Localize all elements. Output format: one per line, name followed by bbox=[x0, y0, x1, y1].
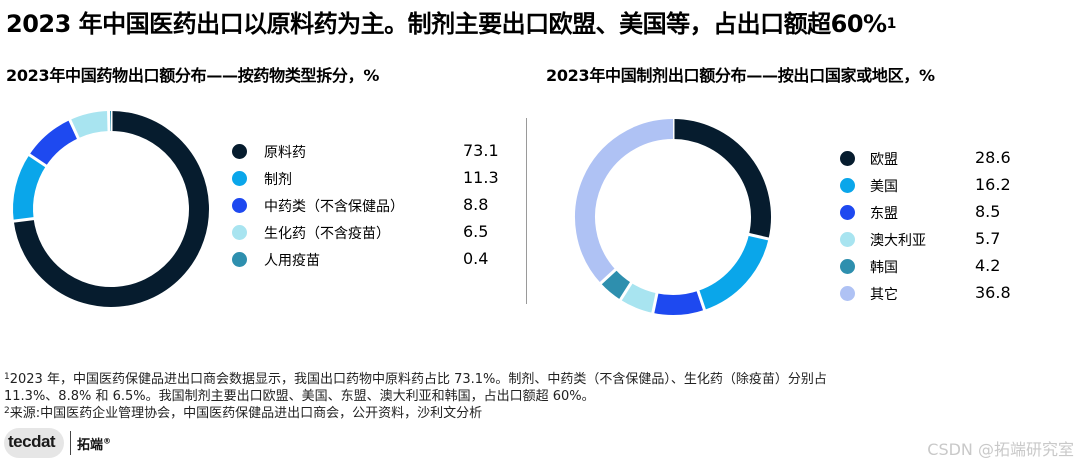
donut-slice-1-2 bbox=[652, 290, 705, 315]
region-donut-chart bbox=[575, 118, 771, 315]
donut-slice-1-0 bbox=[672, 119, 771, 239]
legend-value: 0.4 bbox=[463, 249, 489, 268]
legend-swatch bbox=[232, 144, 247, 159]
right-chart-title: 2023年中国制剂出口额分布——按出口国家或地区，% bbox=[546, 66, 935, 85]
legend-label: 中药类（不含保健品） bbox=[264, 199, 404, 215]
legend-swatch bbox=[840, 178, 855, 193]
footnote-1-line-1: 12023 年，中国医药保健品进出口商会数据显示，我国出口药物中原料药占比 73… bbox=[4, 372, 827, 387]
donut-slice-1-4 bbox=[600, 269, 632, 300]
donut-slice-0-2 bbox=[29, 120, 79, 167]
tecdat-logo: tecdat 拓端® bbox=[4, 428, 111, 458]
csdn-watermark: CSDN @拓端研究室 bbox=[927, 440, 1074, 459]
legend-value: 11.3 bbox=[463, 168, 499, 187]
legend-swatch bbox=[840, 205, 855, 220]
footnote-1-line-2: 11.3%、8.8% 和 6.5%。我国制剂主要出口欧盟、美国、东盟、澳大利亚和… bbox=[4, 389, 595, 404]
donut-slice-gap-0-4 bbox=[107, 109, 111, 133]
legend-value: 8.8 bbox=[463, 195, 489, 214]
legend-label: 人用疫苗 bbox=[264, 253, 320, 269]
legend-value: 36.8 bbox=[975, 283, 1011, 302]
donut-slice-gap-0-2 bbox=[27, 153, 48, 168]
legend-label: 原料药 bbox=[264, 145, 306, 161]
legend-value: 28.6 bbox=[975, 148, 1011, 167]
logo-brand: 拓端® bbox=[77, 436, 112, 453]
legend-value: 73.1 bbox=[463, 141, 499, 160]
logo-mark: tecdat bbox=[4, 428, 64, 458]
legend-swatch bbox=[840, 151, 855, 166]
main-title: 2023 年中国医药出口以原料药为主。制剂主要出口欧盟、美国等，占出口额超60%… bbox=[6, 10, 896, 38]
legend-value: 8.5 bbox=[975, 202, 1001, 221]
legend-swatch bbox=[232, 252, 247, 267]
legend-swatch bbox=[232, 171, 247, 186]
legend-label: 制剂 bbox=[264, 172, 292, 188]
legend-swatch bbox=[840, 259, 855, 274]
donut-slice-gap-1-4 bbox=[618, 281, 634, 302]
legend-value: 6.5 bbox=[463, 222, 489, 241]
legend-swatch bbox=[840, 232, 855, 247]
donut-slice-0-3 bbox=[69, 111, 110, 139]
legend-label: 东盟 bbox=[870, 206, 898, 222]
donut-slice-0-0 bbox=[13, 111, 209, 307]
legend-label: 欧盟 bbox=[870, 152, 898, 168]
legend-swatch bbox=[840, 286, 855, 301]
legend-label: 其它 bbox=[870, 287, 898, 303]
legend-label: 澳大利亚 bbox=[870, 233, 926, 249]
legend-value: 16.2 bbox=[975, 175, 1011, 194]
left-chart-title: 2023年中国药物出口额分布——按药物类型拆分，% bbox=[6, 66, 380, 85]
legend-label: 韩国 bbox=[870, 260, 898, 276]
drug-type-donut-chart bbox=[12, 109, 209, 307]
footnote-2-source: 2来源:中国医药企业管理协会，中国医药保健品进出口商会，公开资料，沙利文分析 bbox=[4, 406, 483, 421]
donut-slice-gap-1-5 bbox=[598, 267, 618, 285]
donut-slice-gap-1-1 bbox=[747, 232, 770, 241]
logo-separator bbox=[70, 431, 71, 455]
donut-slice-gap-1-2 bbox=[696, 289, 707, 312]
legend-label: 生化药（不含疫苗） bbox=[264, 226, 390, 242]
legend-swatch bbox=[232, 225, 247, 240]
legend-value: 5.7 bbox=[975, 229, 1001, 248]
donut-slice-0-1 bbox=[13, 154, 47, 222]
donut-slice-1-1 bbox=[697, 234, 769, 310]
legend-label: 美国 bbox=[870, 179, 898, 195]
donut-slice-1-3 bbox=[620, 282, 658, 313]
donut-slice-gap-0-3 bbox=[68, 118, 81, 140]
legend-value: 4.2 bbox=[975, 256, 1001, 275]
donut-slice-gap-1-3 bbox=[651, 292, 659, 315]
donut-slice-1-5 bbox=[575, 119, 674, 284]
legend-swatch bbox=[232, 198, 247, 213]
chart-divider bbox=[526, 118, 527, 304]
donut-slice-gap-0-1 bbox=[12, 217, 35, 223]
